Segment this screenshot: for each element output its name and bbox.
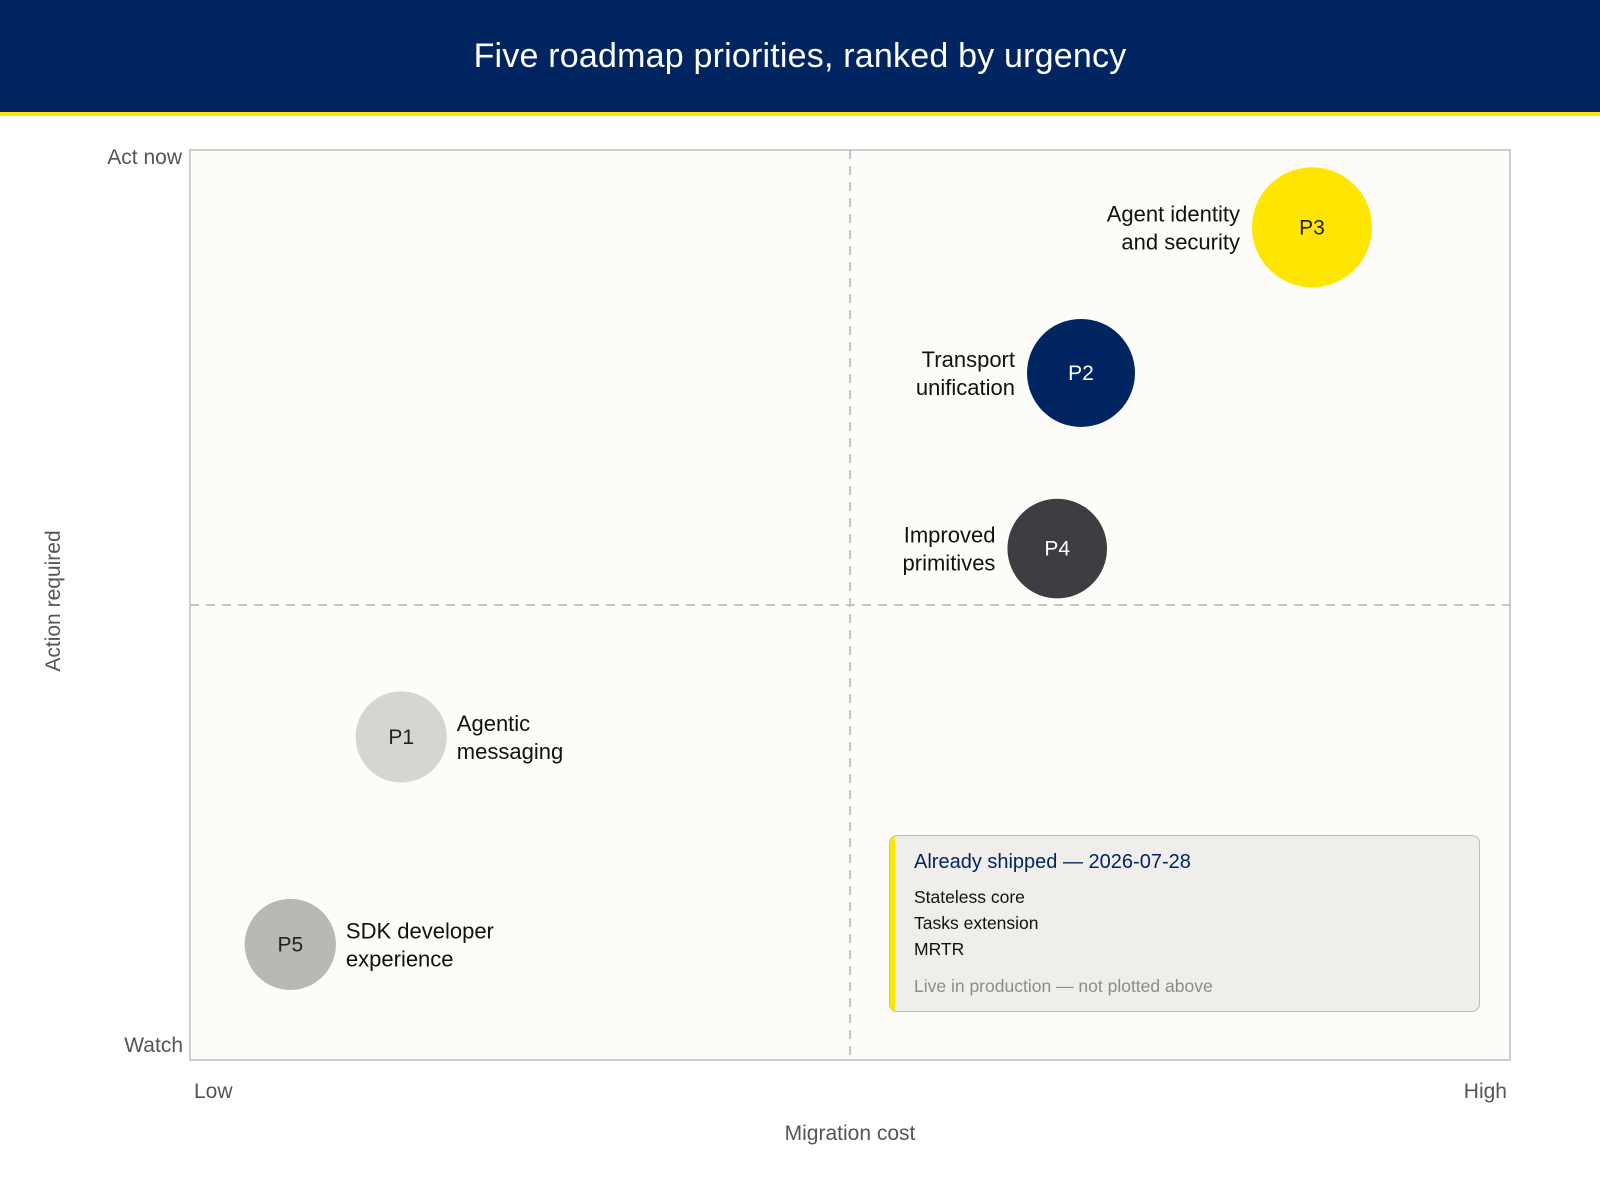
bubble-id-p4: P4 [1044,538,1070,561]
bubble-p1 [355,691,447,783]
bubble-p3 [1252,167,1372,288]
bubble-id-p1: P1 [388,726,414,749]
bubble-p5 [244,898,336,991]
point-label-p5: SDK developer experience [346,918,494,971]
callout-item: Tasks extension [914,913,1039,933]
x-tick-label: Low [194,1080,233,1103]
callout-accent-bar [890,836,895,1011]
already-shipped-callout: Already shipped — 2026-07-28 Stateless c… [889,835,1480,1012]
point-label-p2: Transport unification [916,347,1015,400]
callout-list: Stateless core Tasks extension MRTR [914,884,1039,962]
point-label-p4: Improved primitives [903,523,996,576]
x-axis-title: Migration cost [785,1122,916,1145]
x-tick-label: High [1464,1080,1507,1103]
y-tick-label: Watch [124,1034,183,1057]
y-axis-title: Action required [42,530,65,671]
point-label-p3: Agent identity and security [1107,201,1240,254]
callout-item: MRTR [914,939,965,959]
y-tick-label: Act now [107,146,183,169]
bubble-id-p3: P3 [1299,216,1325,239]
point-label-p1: Agentic messaging [457,711,563,764]
callout-note: Live in production — not plotted above [914,976,1213,996]
bubble-id-p2: P2 [1068,362,1094,385]
bubble-p2 [1027,318,1135,427]
callout-item: Stateless core [914,887,1025,907]
bubble-p4 [1007,498,1108,599]
chart-title: Five roadmap priorities, ranked by urgen… [473,36,1127,75]
chart-header: Five roadmap priorities, ranked by urgen… [0,0,1600,116]
callout-title: Already shipped — 2026-07-28 [914,851,1191,873]
bubble-id-p5: P5 [277,933,303,956]
